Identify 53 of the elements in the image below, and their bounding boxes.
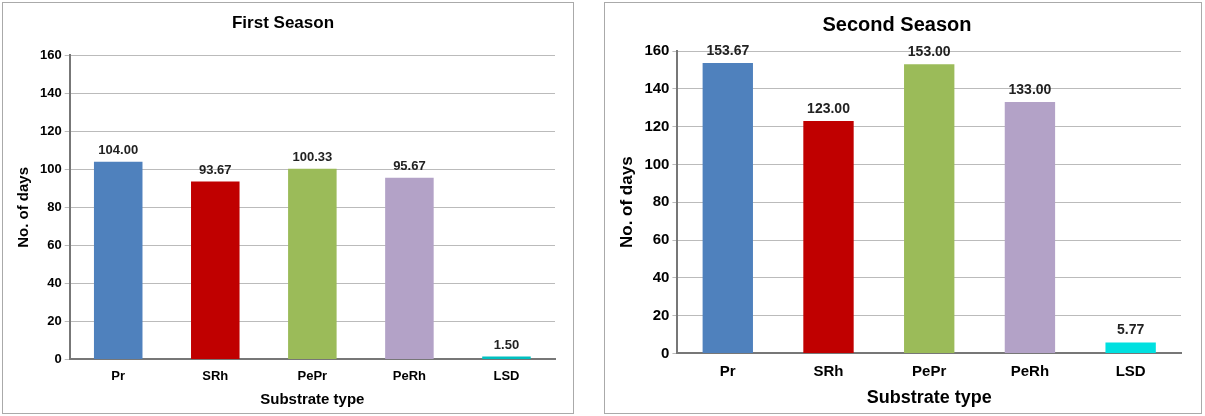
bar: [1105, 342, 1156, 353]
chart-title: Second Season: [822, 12, 972, 35]
data-label: 100.33: [292, 148, 333, 164]
x-tick-label: SRh: [202, 367, 229, 383]
bar: [288, 168, 337, 359]
y-tick-label: 160: [644, 41, 670, 59]
y-axis-title: No. of days: [14, 166, 32, 248]
x-tick-label: LSD: [1115, 361, 1146, 379]
bar: [702, 62, 753, 353]
y-tick-label: 120: [644, 116, 670, 134]
bar: [385, 177, 434, 359]
y-tick-label: 120: [39, 122, 62, 138]
y-tick-label: 100: [39, 160, 62, 176]
y-tick-label: 140: [644, 78, 670, 96]
data-label: 5.77: [1117, 321, 1145, 338]
data-label: 93.67: [199, 161, 232, 177]
bar: [93, 161, 143, 359]
y-tick-label: 0: [54, 350, 62, 366]
x-tick-label: PePr: [297, 367, 328, 383]
y-tick-label: 40: [47, 274, 62, 290]
data-label: 123.00: [807, 99, 851, 116]
x-tick-label: PePr: [912, 361, 947, 379]
bar: [803, 120, 854, 353]
y-tick-label: 160: [39, 46, 62, 62]
y-tick-label: 20: [652, 305, 670, 323]
y-tick-label: 60: [47, 236, 62, 252]
x-tick-label: Pr: [111, 367, 126, 383]
data-label: 95.67: [393, 157, 426, 173]
y-axis-title: No. of days: [616, 156, 636, 249]
x-tick-label: LSD: [493, 367, 520, 383]
y-tick-label: 20: [47, 312, 62, 328]
y-tick-label: 80: [652, 192, 670, 210]
data-label: 104.00: [98, 141, 139, 157]
x-tick-label: Pr: [719, 361, 736, 379]
bar: [904, 64, 955, 353]
x-tick-label: PeRh: [392, 367, 427, 383]
data-label: 153.00: [907, 43, 951, 60]
x-axis-title: Substrate type: [866, 387, 992, 408]
y-tick-label: 60: [652, 230, 670, 248]
y-tick-label: 100: [644, 154, 670, 172]
x-tick-label: SRh: [813, 361, 844, 379]
data-label: 153.67: [706, 41, 750, 58]
data-label: 133.00: [1008, 80, 1052, 97]
y-tick-label: 40: [652, 267, 670, 285]
bar: [191, 181, 240, 359]
y-tick-label: 140: [39, 84, 62, 100]
x-axis-title: Substrate type: [260, 390, 365, 408]
chart-title: First Season: [231, 12, 335, 32]
y-tick-label: 0: [661, 343, 670, 361]
y-tick-label: 80: [47, 198, 62, 214]
data-label: 1.50: [493, 336, 520, 352]
bar: [1004, 102, 1056, 353]
x-tick-label: PeRh: [1010, 361, 1050, 379]
